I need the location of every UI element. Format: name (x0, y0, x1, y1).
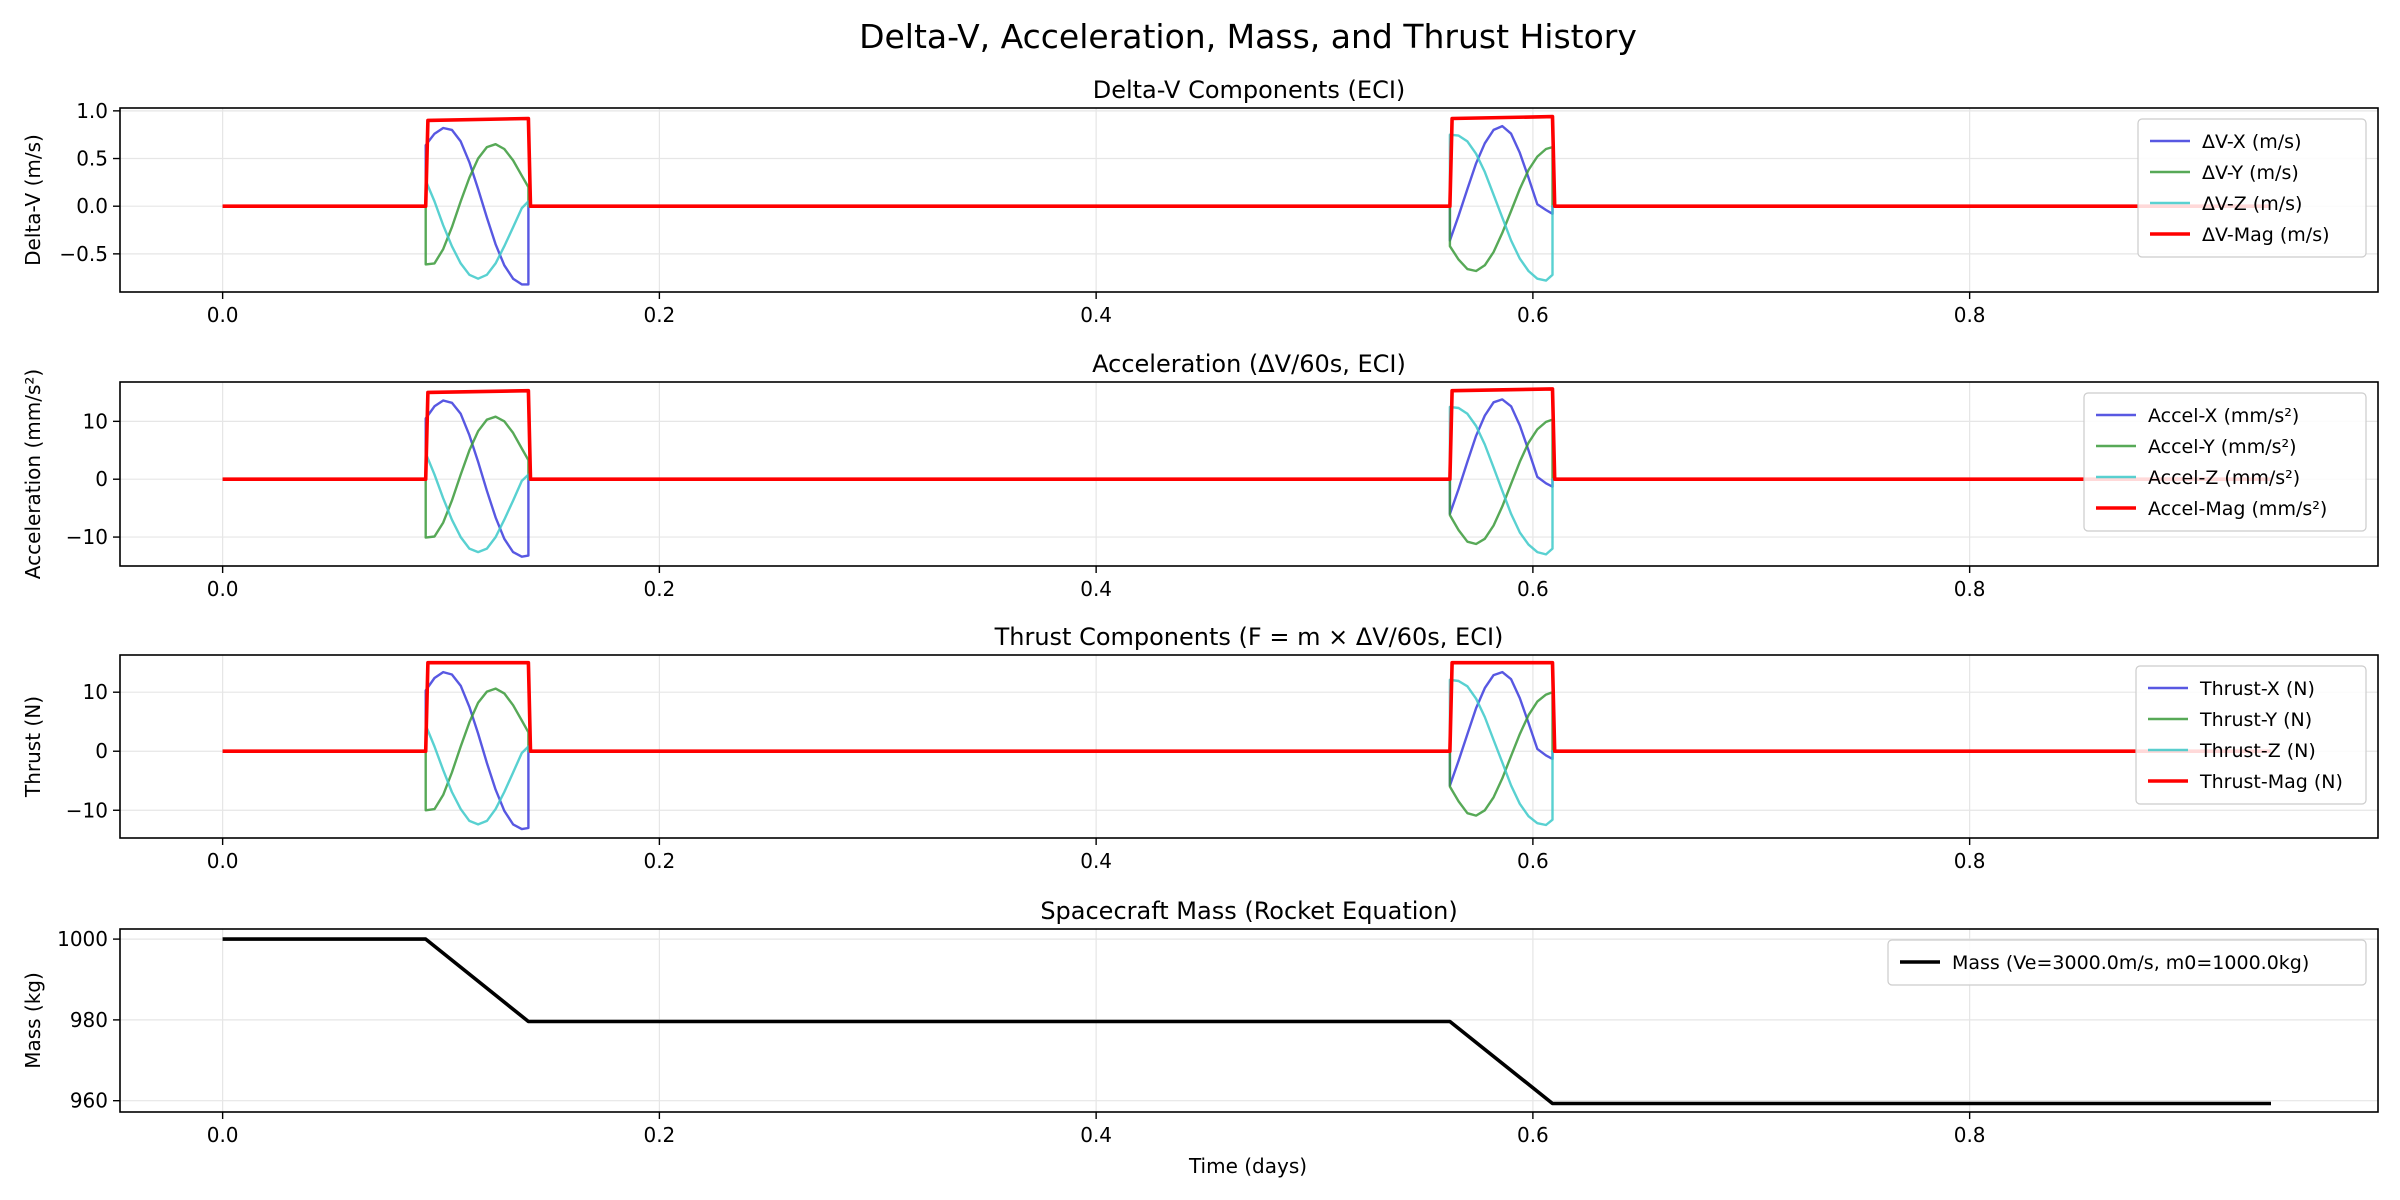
legend-label: Accel-Mag (mm/s²) (2148, 498, 2327, 520)
x-tick-label: 0.8 (1954, 849, 1986, 873)
y-axis-label: Acceleration (mm/s²) (21, 369, 45, 579)
x-tick-label: 0.0 (207, 1123, 239, 1147)
x-tick-label: 0.4 (1080, 849, 1112, 873)
series-line-4 (222, 114, 2271, 208)
x-tick-label: 0.0 (207, 849, 239, 873)
legend: Thrust-X (N) Thrust-Y (N) Thrust-Z (N) Thru… (2135, 665, 2367, 805)
y-tick-label: 0.0 (76, 194, 108, 218)
axes-frame (119, 654, 2379, 839)
y-axis-label: Mass (kg) (21, 972, 45, 1069)
legend-label: Accel-Y (mm/s²) (2148, 436, 2297, 458)
legend-label: Accel-Z (mm/s²) (2148, 467, 2300, 489)
y-tick-label: 10 (83, 680, 108, 704)
y-tick-label: 980 (70, 1008, 108, 1032)
x-tick-label: 0.2 (643, 303, 675, 327)
series-line-4 (222, 660, 2271, 754)
x-tick-label: 0.2 (643, 577, 675, 601)
x-tick-label: 0.4 (1080, 303, 1112, 327)
legend: Accel-X (mm/s²) Accel-Y (mm/s²) Accel-Z (m… (2083, 392, 2367, 532)
legend-frame (1887, 939, 2367, 986)
legend-label: Mass (Ve=3000.0m/s, m0=1000.0kg) (1952, 952, 2309, 974)
legend-label: Accel-X (mm/s²) (2148, 405, 2299, 427)
series-group (222, 937, 2271, 1106)
legend-label: ΔV-Y (m/s) (2202, 162, 2299, 184)
x-tick-label: 0.6 (1517, 577, 1549, 601)
subplots: 0.0 0.2 0.4 0.6 0.8 −0.5 0.0 0.5 1.0 Delta-V Comp… (21, 76, 2379, 1147)
y-tick-label: 0 (95, 739, 108, 763)
axes-frame (119, 107, 2379, 293)
x-tick-label: 0.0 (207, 303, 239, 327)
x-tick-label: 0.6 (1517, 849, 1549, 873)
y-tick-label: −10 (66, 798, 108, 822)
legend-frame (2135, 665, 2367, 805)
subplot-1: 0.0 0.2 0.4 0.6 0.8 −0.5 0.0 0.5 1.0 Delta-V Comp… (21, 76, 2379, 327)
legend-label: Thrust-Y (N) (2199, 709, 2312, 731)
legend-frame (2137, 118, 2367, 258)
y-tick-label: 1000 (57, 927, 108, 951)
y-axis-label: Thrust (N) (21, 696, 45, 798)
subplot-2: 0.0 0.2 0.4 0.6 0.8 −10 0 10 Acceleration (ΔV/60… (21, 350, 2379, 601)
x-tick-label: 0.8 (1954, 1123, 1986, 1147)
x-axis-label: Time (days) (1188, 1154, 1307, 1178)
subplot-title: Spacecraft Mass (Rocket Equation) (1040, 897, 1457, 925)
x-tick-label: 0.0 (207, 577, 239, 601)
figure-title: Delta-V, Acceleration, Mass, and Thrust … (859, 17, 1637, 56)
series-group (222, 114, 2271, 286)
series-group (222, 660, 2271, 831)
legend-label: ΔV-Z (m/s) (2202, 193, 2302, 215)
y-tick-label: 1.0 (76, 99, 108, 123)
legend: Mass (Ve=3000.0m/s, m0=1000.0kg) (1887, 939, 2367, 986)
x-tick-label: 0.6 (1517, 1123, 1549, 1147)
y-tick-label: 960 (70, 1089, 108, 1113)
legend-label: ΔV-X (m/s) (2202, 131, 2301, 153)
subplot-title: Delta-V Components (ECI) (1093, 76, 1406, 104)
legend-label: Thrust-X (N) (2199, 678, 2315, 700)
legend: ΔV-X (m/s) ΔV-Y (m/s) ΔV-Z (m/s) ΔV-Mag (m/… (2137, 118, 2367, 258)
series-line-4 (222, 387, 2271, 482)
x-tick-label: 0.2 (643, 849, 675, 873)
axes-frame (119, 381, 2379, 567)
subplot-title: Thrust Components (F = m × ΔV/60s, ECI) (994, 623, 1504, 651)
y-tick-label: 0 (95, 467, 108, 491)
y-tick-label: −0.5 (59, 242, 108, 266)
y-tick-label: −10 (66, 525, 108, 549)
x-tick-label: 0.4 (1080, 1123, 1112, 1147)
legend-frame (2083, 392, 2367, 532)
series-line-1 (222, 937, 2271, 1106)
series-group (222, 387, 2271, 558)
y-tick-label: 10 (83, 409, 108, 433)
x-tick-label: 0.8 (1954, 577, 1986, 601)
subplot-title: Acceleration (ΔV/60s, ECI) (1092, 350, 1406, 378)
legend-label: ΔV-Mag (m/s) (2202, 224, 2330, 246)
x-tick-label: 0.2 (643, 1123, 675, 1147)
legend-label: Thrust-Mag (N) (2199, 771, 2343, 793)
x-tick-label: 0.6 (1517, 303, 1549, 327)
legend-label: Thrust-Z (N) (2199, 740, 2316, 762)
y-axis-label: Delta-V (m/s) (21, 134, 45, 266)
subplot-4: 0.0 0.2 0.4 0.6 0.8 960 980 1000 Spacecraft Mass… (21, 897, 2379, 1147)
x-tick-label: 0.8 (1954, 303, 1986, 327)
y-tick-label: 0.5 (76, 147, 108, 171)
subplot-3: 0.0 0.2 0.4 0.6 0.8 −10 0 10 Thrust Components (… (21, 623, 2379, 873)
x-tick-label: 0.4 (1080, 577, 1112, 601)
